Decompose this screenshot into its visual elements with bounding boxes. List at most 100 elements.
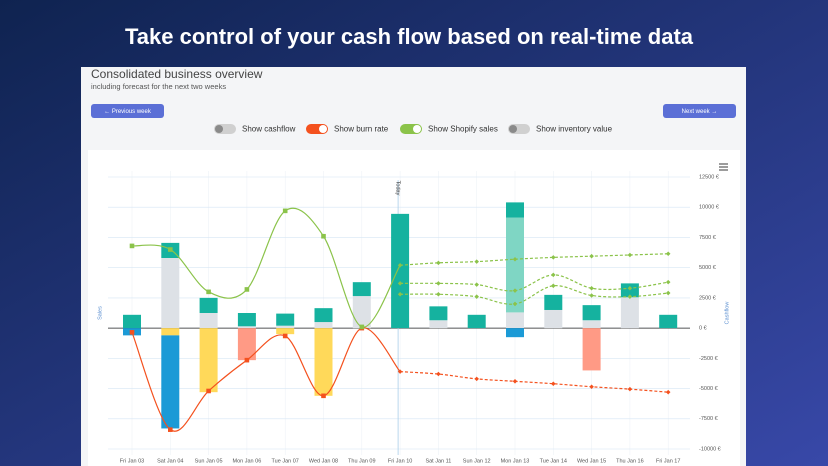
bar-segment: [506, 217, 524, 313]
toggle-knob[interactable]: [215, 125, 223, 133]
line-point: [321, 233, 326, 239]
line-point: [397, 291, 403, 297]
x-tick-label: Fri Jan 10: [388, 458, 412, 464]
line-point: [321, 393, 326, 399]
x-tick-label: Mon Jan 06: [233, 458, 262, 464]
line-point: [512, 301, 518, 307]
bar-segment: [161, 257, 180, 329]
line-point: [436, 291, 441, 297]
line-point: [206, 388, 211, 394]
bar-segment: [506, 202, 524, 218]
bar-segment: [123, 314, 141, 329]
y-tick-label: 5000 €: [699, 265, 716, 271]
today-label: Today: [395, 181, 401, 196]
line-point: [551, 272, 556, 278]
bar-segment: [314, 328, 333, 396]
toggle-label[interactable]: Show burn rate: [334, 125, 389, 134]
bar-segment: [314, 322, 333, 329]
line-point: [397, 369, 403, 374]
bar-segment: [659, 314, 678, 329]
line-point: [244, 287, 250, 292]
line-point: [168, 427, 173, 432]
bar-segment: [199, 297, 218, 313]
line-point: [206, 289, 211, 295]
line-point: [551, 255, 556, 260]
toggle-knob[interactable]: [319, 125, 327, 133]
toggle-label[interactable]: Show cashflow: [242, 125, 296, 134]
line: [400, 371, 669, 393]
line-point: [551, 283, 556, 289]
line-point: [589, 285, 594, 291]
line-point: [282, 333, 288, 339]
next-button-label[interactable]: Next week →: [682, 109, 718, 115]
line-point: [474, 259, 479, 264]
bar-segment: [199, 328, 218, 393]
panel-subtitle: including forecast for the next two week…: [91, 82, 226, 91]
line-point: [589, 293, 594, 298]
line: [400, 285, 669, 305]
line-point: [665, 279, 671, 285]
bar-segment: [276, 325, 295, 329]
y-tick-label: 0 €: [699, 326, 707, 332]
line-point: [627, 294, 633, 299]
menu-icon[interactable]: [719, 163, 728, 171]
line: [400, 253, 669, 266]
x-tick-label: Fri Jan 17: [656, 458, 680, 464]
bar-segment: [429, 320, 448, 329]
y-tick-label: -10000 €: [699, 446, 721, 452]
line-point: [665, 290, 671, 296]
prev-button[interactable]: [91, 104, 164, 118]
line-point: [474, 294, 479, 299]
bar-segment: [237, 313, 256, 327]
y2-axis-label: Cashflow: [724, 302, 730, 325]
line-point: [129, 330, 135, 335]
y-tick-label: -7500 €: [699, 416, 718, 422]
x-tick-label: Wed Jan 15: [577, 458, 606, 464]
y-tick-label: 12500 €: [699, 174, 719, 180]
toggle-label[interactable]: Show Shopify sales: [428, 125, 498, 134]
x-tick-label: Sat Jan 04: [157, 458, 183, 464]
bar-segment: [582, 305, 601, 321]
x-tick-label: Tue Jan 14: [540, 458, 567, 464]
y-tick-label: -2500 €: [699, 356, 718, 362]
bar-segment: [199, 313, 218, 329]
x-tick-label: Thu Jan 09: [348, 458, 376, 464]
line-point: [168, 247, 173, 252]
line: [400, 274, 669, 292]
line-point: [397, 281, 403, 286]
bar-segment: [352, 296, 371, 329]
line-point: [282, 208, 288, 214]
toggle-knob[interactable]: [509, 125, 517, 133]
bar-segment: [276, 313, 295, 326]
bar-segment: [391, 213, 410, 329]
line-point: [665, 389, 671, 395]
bar-segment: [237, 328, 256, 361]
banner-title: Take control of your cash flow based on …: [125, 24, 694, 49]
bar-segment: [161, 335, 180, 429]
line-point: [627, 285, 633, 291]
line-point: [551, 381, 556, 386]
line-point: [397, 262, 403, 268]
x-tick-label: Tue Jan 07: [272, 458, 299, 464]
line-point: [436, 371, 441, 377]
x-tick-label: Sun Jan 12: [463, 458, 491, 464]
line-point: [436, 281, 441, 286]
toggle-label[interactable]: Show inventory value: [536, 125, 613, 134]
bar-segment: [544, 309, 563, 329]
bar-segment: [506, 312, 524, 329]
line-point: [627, 386, 633, 392]
next-button[interactable]: [663, 104, 736, 118]
y-tick-label: 7500 €: [699, 235, 716, 241]
y-tick-label: 10000 €: [699, 205, 719, 211]
line-point: [589, 384, 594, 390]
bar-segment: [582, 328, 601, 371]
line-point: [129, 243, 135, 249]
x-tick-label: Fri Jan 03: [120, 458, 144, 464]
bar-segment: [161, 328, 180, 336]
prev-button-label[interactable]: ← Previous week: [104, 109, 152, 115]
bar-segment: [237, 326, 256, 329]
bar-segment: [582, 320, 601, 329]
line-point: [436, 260, 441, 266]
toggle-knob[interactable]: [413, 125, 421, 133]
